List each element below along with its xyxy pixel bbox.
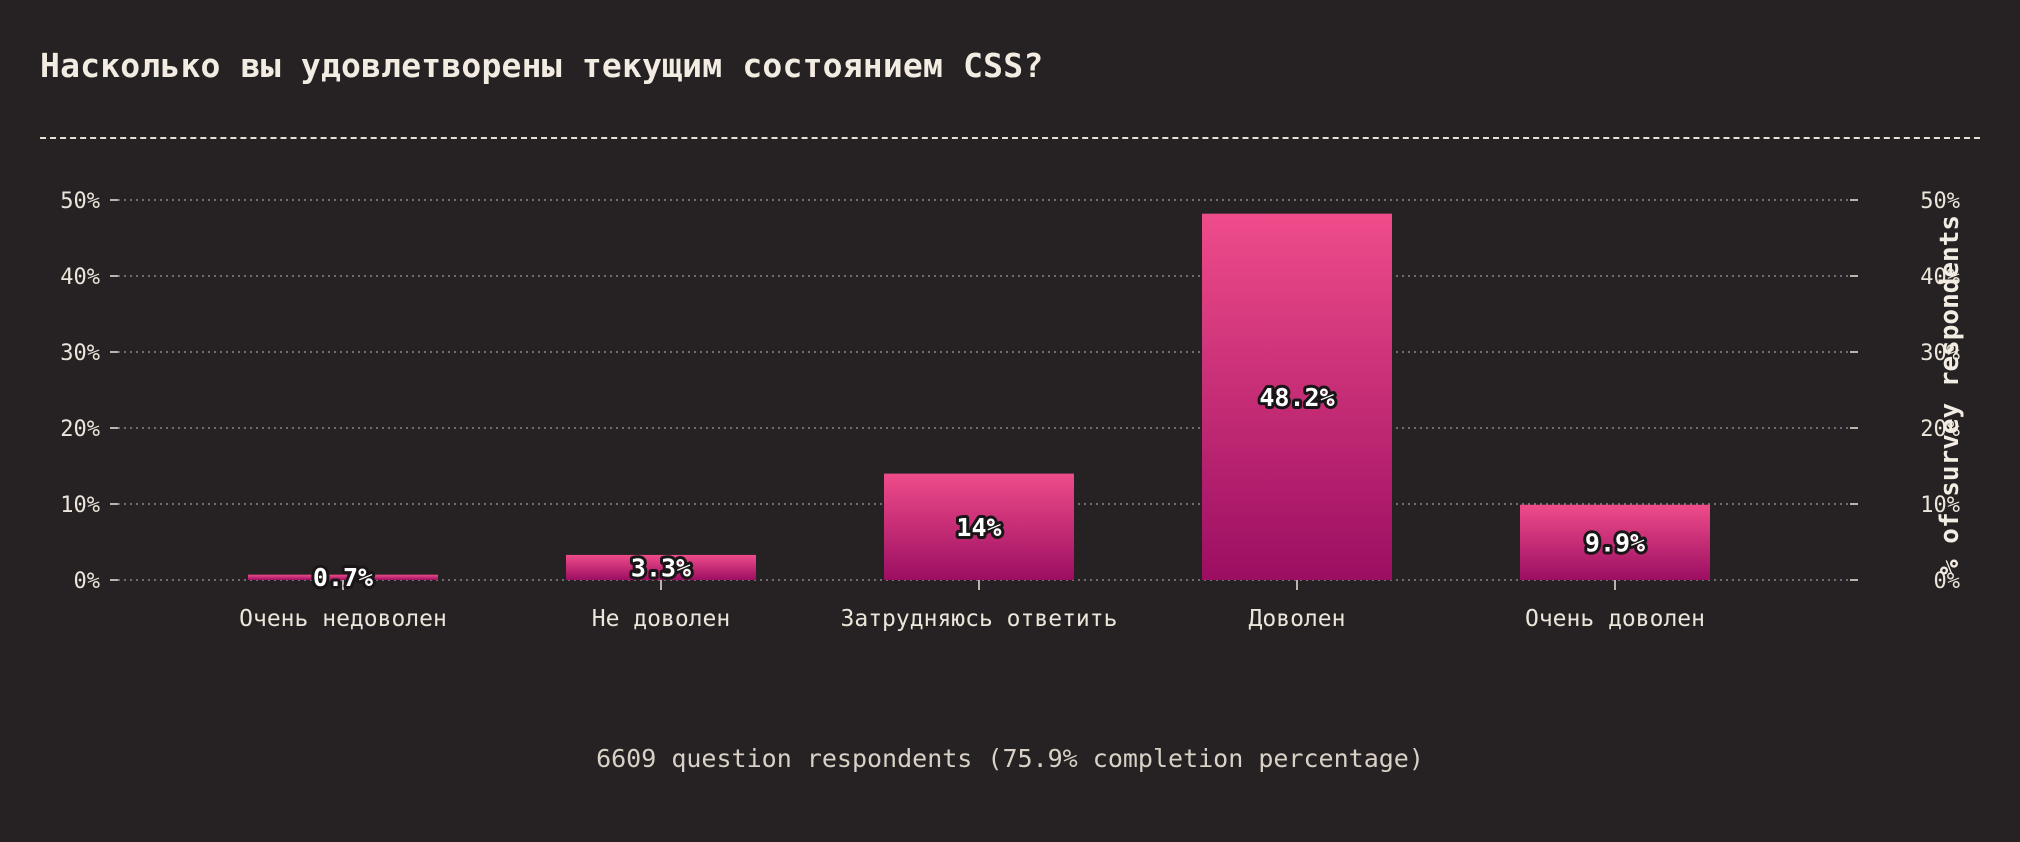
x-axis: Очень недоволен Не доволен Затрудняюсь отв… [239,580,1705,632]
y-tick-label-left: 50% [60,189,100,214]
y-tick-label-left: 30% [60,341,100,366]
chart-title: Насколько вы удовлетворены текущим состо… [40,46,1044,85]
y-axis-right: 0% 10% 20% 30% 40% 50% [1850,189,1960,594]
y-axis-left: 0% 10% 20% 30% 40% 50% [60,189,118,594]
bar [1520,504,1710,580]
bar-value-label: 3.3% [631,553,691,582]
y-tick-label-left: 0% [74,569,101,594]
x-category-label: Не доволен [592,606,730,632]
y-tick-label-right: 10% [1920,493,1960,518]
y-tick-label-right: 40% [1920,265,1960,290]
title-divider [40,137,1980,139]
value-labels: 0.7% 3.3% 14% 48.2% 9.9% [310,380,1648,595]
bars [248,213,1710,580]
y-tick-label-right: 0% [1934,569,1961,594]
x-category-label: Очень доволен [1525,606,1705,632]
bar-value-label: 0.7% [313,563,373,592]
y-tick-label-right: 20% [1920,417,1960,442]
x-category-label: Очень недоволен [239,606,447,632]
y-tick-label-right: 30% [1920,341,1960,366]
y-tick-label-left: 10% [60,493,100,518]
y-tick-label-left: 20% [60,417,100,442]
bar [884,473,1074,580]
bar [1202,213,1392,580]
bar [566,554,756,580]
y-axis-title: % of survey respondents [1935,215,1965,575]
y-tick-label-left: 40% [60,265,100,290]
bar-value-label: 48.2% [1259,383,1334,412]
bar [248,574,438,580]
x-category-label: Доволен [1249,606,1346,632]
x-category-label: Затрудняюсь ответить [841,606,1118,632]
y-tick-label-right: 50% [1920,189,1960,214]
bar-value-label: 14% [956,513,1001,542]
respondents-footnote: 6609 question respondents (75.9% complet… [596,744,1424,773]
bar-value-label: 9.9% [1585,528,1645,557]
